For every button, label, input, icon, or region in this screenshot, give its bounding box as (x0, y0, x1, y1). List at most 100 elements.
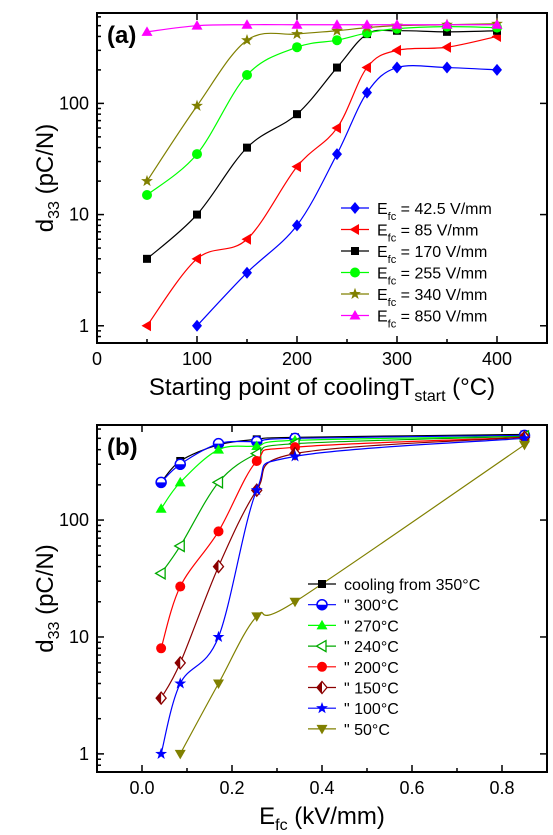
data-point (243, 143, 251, 152)
legend-marker (316, 701, 328, 714)
legend-label: Efc = 42.5 V/mm (377, 201, 492, 223)
x-tick-label: 0.4 (309, 778, 334, 798)
data-point (519, 440, 530, 451)
legend-item: Efc = 170 V/mm (341, 244, 487, 266)
data-point (331, 122, 341, 134)
data-point (491, 19, 503, 29)
y-axis-title: d33 (pC/N) (32, 124, 63, 233)
data-point (141, 320, 151, 332)
data-point (289, 450, 301, 462)
data-point (192, 149, 202, 160)
series-line (196, 65, 498, 327)
legend: cooling from 350°C " 300°C " 270°C " 240°C "… (308, 577, 480, 739)
legend-marker (349, 310, 361, 320)
y-tick-label: 1 (79, 316, 89, 336)
data-point (331, 19, 343, 29)
x-tick-label: 200 (282, 349, 312, 369)
legend-item: " 150°C (308, 680, 399, 698)
data-point (212, 559, 225, 574)
legend-label: " 50°C (344, 722, 390, 739)
data-point (212, 630, 225, 643)
legend-label: " 300°C (344, 598, 399, 615)
legend-marker (316, 724, 328, 735)
legend-marker (350, 202, 360, 214)
y-tick-label: 10 (69, 205, 89, 225)
x-tick-label: 0.2 (219, 778, 244, 798)
series-line (160, 435, 525, 574)
data-point (193, 210, 201, 219)
x-tick-label: 400 (482, 349, 512, 369)
legend-item: Efc = 850 V/mm (341, 309, 487, 331)
data-point (289, 597, 301, 608)
x-tick-label: 300 (382, 349, 412, 369)
data-point (213, 679, 224, 689)
data-point (174, 677, 187, 689)
legend-marker (316, 680, 328, 695)
legend-label: cooling from 350°C (344, 577, 480, 594)
data-point (143, 254, 151, 263)
legend-label: " 240°C (344, 639, 399, 656)
data-point (292, 219, 302, 232)
data-point (391, 44, 401, 56)
legend-marker (318, 580, 326, 588)
legend-item: Efc = 340 V/mm (341, 287, 487, 309)
data-point (361, 19, 373, 29)
series-line (160, 436, 525, 649)
x-tick-label: 0.6 (399, 778, 424, 798)
legend-item: " 300°C (308, 598, 399, 615)
data-point (174, 749, 186, 760)
legend-item: " 240°C (308, 639, 399, 656)
legend-item: " 270°C (308, 618, 399, 635)
legend-label: Efc = 340 V/mm (377, 287, 487, 309)
legend-label: " 200°C (344, 660, 399, 677)
data-point (174, 655, 187, 670)
data-point (518, 432, 531, 444)
data-point (332, 35, 342, 46)
chart-panel-a: 0 100 200 300 400 1 10 100 (a) d33 (pC/N) Starting… (32, 12, 548, 405)
data-point (141, 26, 153, 36)
data-point (241, 33, 253, 46)
data-point (332, 148, 342, 161)
data-point (250, 483, 263, 496)
data-point (441, 41, 451, 53)
x-tick-label: 0.8 (489, 778, 514, 798)
data-point (441, 19, 453, 29)
legend-marker (350, 267, 360, 278)
legend-item: " 200°C (308, 660, 399, 677)
series-line (146, 26, 498, 196)
legend-label: " 270°C (344, 618, 399, 635)
legend-marker (349, 224, 359, 235)
data-point (191, 20, 203, 30)
x-tick-label: 0 (92, 349, 102, 369)
series-line (146, 35, 498, 327)
data-point (142, 190, 152, 201)
data-point (291, 161, 301, 173)
data-point (156, 643, 167, 654)
legend-marker (317, 661, 327, 672)
data-point (174, 458, 186, 471)
legend-marker (316, 598, 328, 611)
legend-marker (351, 247, 359, 255)
legend-item: cooling from 350°C (308, 577, 480, 594)
y-tick-label: 100 (59, 93, 89, 113)
data-point (155, 747, 168, 759)
y-tick-label: 10 (69, 627, 89, 647)
x-axis-title: Efc (kV/mm) (259, 803, 385, 834)
data-point (212, 437, 225, 450)
data-point (155, 476, 167, 489)
data-point (251, 455, 262, 466)
data-point (192, 319, 202, 332)
data-point (211, 475, 224, 489)
x-tick-label: 100 (182, 349, 212, 369)
data-point (392, 61, 402, 74)
series-line (179, 444, 525, 755)
data-point (154, 566, 166, 580)
legend-label: Efc = 85 V/mm (377, 223, 478, 245)
x-axis-title: Starting point of coolingTstart (°C) (149, 374, 495, 405)
data-point (173, 539, 185, 553)
data-point (333, 63, 341, 72)
chart-panel-b: 0.0 0.2 0.4 0.6 0.8 1 10 100 (b) d33 (pC/N) Efc (k… (32, 424, 548, 834)
data-point (191, 99, 203, 111)
